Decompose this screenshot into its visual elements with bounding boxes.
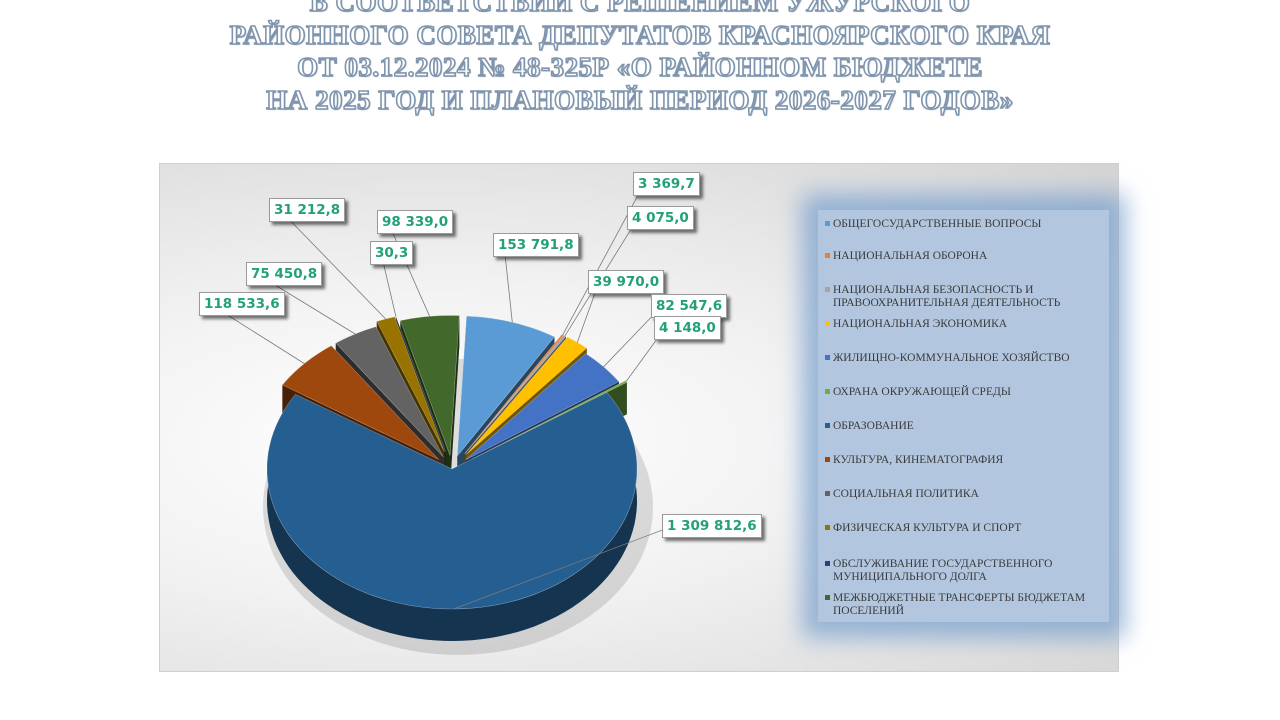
legend-label: ФИЗИЧЕСКАЯ КУЛЬТУРА И СПОРТ	[833, 522, 1022, 534]
legend-label: ЖИЛИЩНО-КОММУНАЛЬНОЕ ХОЗЯЙСТВО	[833, 352, 1070, 364]
pie-slice-4	[466, 336, 588, 455]
legend-item: НАЦИОНАЛЬНАЯ ОБОРОНА	[825, 250, 1107, 263]
legend-label: ОБЩЕГОСУДАРСТВЕННЫЕ ВОПРОСЫ	[833, 218, 1042, 230]
title-line-2: РАЙОННОГО СОВЕТА ДЕПУТАТОВ КРАСНОЯРСКОГО…	[229, 19, 1051, 51]
legend-item: ЖИЛИЩНО-КОММУНАЛЬНОЕ ХОЗЯЙСТВО	[825, 352, 1107, 365]
legend-label: ОБРАЗОВАНИЕ	[833, 420, 914, 432]
data-label: 4 075,0	[627, 206, 694, 230]
pie-slice-11	[395, 316, 446, 452]
title-line-1: В СООТВЕТСТВИИ С РЕШЕНИЕМ УЖУРСКОГО	[309, 0, 971, 18]
legend-swatch	[825, 321, 830, 326]
legend-label: НАЦИОНАЛЬНАЯ ОБОРОНА	[833, 250, 988, 262]
legend-item: СОЦИАЛЬНАЯ ПОЛИТИКА	[825, 488, 1107, 501]
chart-legend: ОБЩЕГОСУДАРСТВЕННЫЕ ВОПРОСЫ НАЦИОНАЛЬНАЯ …	[818, 210, 1109, 622]
title-line-3: ОТ 03.12.2024 № 48-325Р «О РАЙОННОМ БЮДЖ…	[296, 51, 983, 83]
title-line-4: НА 2025 ГОД И ПЛАНОВЫЙ ПЕРИОД 2026-2027 …	[265, 84, 1014, 116]
data-label: 39 970,0	[588, 270, 665, 294]
legend-item: ОБЩЕГОСУДАРСТВЕННЫЕ ВОПРОСЫ	[825, 218, 1107, 231]
legend-swatch	[825, 253, 830, 258]
legend-item: НАЦИОНАЛЬНАЯ ЭКОНОМИКА	[825, 318, 1107, 331]
legend-swatch	[825, 525, 830, 530]
data-label: 75 450,8	[246, 262, 323, 286]
legend-item: ОБРАЗОВАНИЕ	[825, 420, 1107, 433]
pie-slice-8	[281, 345, 440, 460]
pie-slice-3	[464, 335, 567, 454]
leader-line	[387, 221, 430, 317]
legend-swatch	[825, 491, 830, 496]
legend-item: ОБСЛУЖИВАНИЕ ГОСУДАРСТВЕННОГО МУНИЦИПАЛЬ…	[825, 558, 1107, 584]
legend-swatch	[825, 595, 830, 600]
legend-swatch	[825, 389, 830, 394]
legend-item: ФИЗИЧЕСКАЯ КУЛЬТУРА И СПОРТ	[825, 522, 1107, 535]
data-label: 82 547,6	[651, 294, 728, 318]
chart-title: В СООТВЕТСТВИИ С РЕШЕНИЕМ УЖУРСКОГО РАЙО…	[0, 0, 1280, 116]
legend-swatch	[825, 287, 830, 292]
data-label: 3 369,7	[633, 172, 700, 196]
leader-line	[503, 244, 513, 323]
legend-swatch	[825, 221, 830, 226]
pie-chart	[209, 183, 674, 655]
data-label: 30,3	[370, 241, 414, 265]
legend-item: ОХРАНА ОКРУЖАЮЩЕЙ СРЕДЫ	[825, 386, 1107, 399]
data-label: 153 791,8	[493, 233, 579, 257]
legend-swatch	[825, 457, 830, 462]
data-label: 31 212,8	[269, 198, 346, 222]
data-label: 98 339,0	[377, 210, 454, 234]
pie-slice-9	[335, 326, 444, 458]
pie-slice-10	[376, 316, 445, 452]
legend-item: НАЦИОНАЛЬНАЯ БЕЗОПАСНОСТЬ И ПРАВООХРАНИТ…	[825, 284, 1107, 310]
legend-swatch	[825, 355, 830, 360]
legend-swatch	[825, 423, 830, 428]
leader-line	[453, 525, 674, 610]
data-label: 4 148,0	[654, 316, 721, 340]
data-label: 118 533,6	[199, 292, 285, 316]
legend-swatch	[825, 561, 830, 566]
data-label: 1 309 812,6	[662, 514, 762, 538]
pie-slice-6	[471, 380, 628, 460]
pie-slice-1	[456, 315, 555, 457]
legend-label: ОБСЛУЖИВАНИЕ ГОСУДАРСТВЕННОГО МУНИЦИПАЛЬ…	[833, 558, 1053, 583]
legend-label: СОЦИАЛЬНАЯ ПОЛИТИКА	[833, 488, 979, 500]
pie-slice-5	[465, 353, 620, 461]
legend-label: НАЦИОНАЛЬНАЯ БЕЗОПАСНОСТЬ И ПРАВООХРАНИТ…	[833, 284, 1061, 309]
pie-slice-12	[399, 315, 460, 456]
legend-label: ОХРАНА ОКРУЖАЮЩЕЙ СРЕДЫ	[833, 386, 1011, 398]
legend-label: НАЦИОНАЛЬНАЯ ЭКОНОМИКА	[833, 318, 1008, 330]
legend-label: МЕЖБЮДЖЕТНЫЕ ТРАНСФЕРТЫ БЮДЖЕТАМ ПОСЕЛЕН…	[833, 592, 1086, 617]
leader-line	[279, 209, 386, 320]
legend-item: МЕЖБЮДЖЕТНЫЕ ТРАНСФЕРТЫ БЮДЖЕТАМ ПОСЕЛЕН…	[825, 592, 1107, 618]
legend-label: КУЛЬТУРА, КИНЕМАТОГРАФИЯ	[833, 454, 1004, 466]
legend-item: КУЛЬТУРА, КИНЕМАТОГРАФИЯ	[825, 454, 1107, 467]
